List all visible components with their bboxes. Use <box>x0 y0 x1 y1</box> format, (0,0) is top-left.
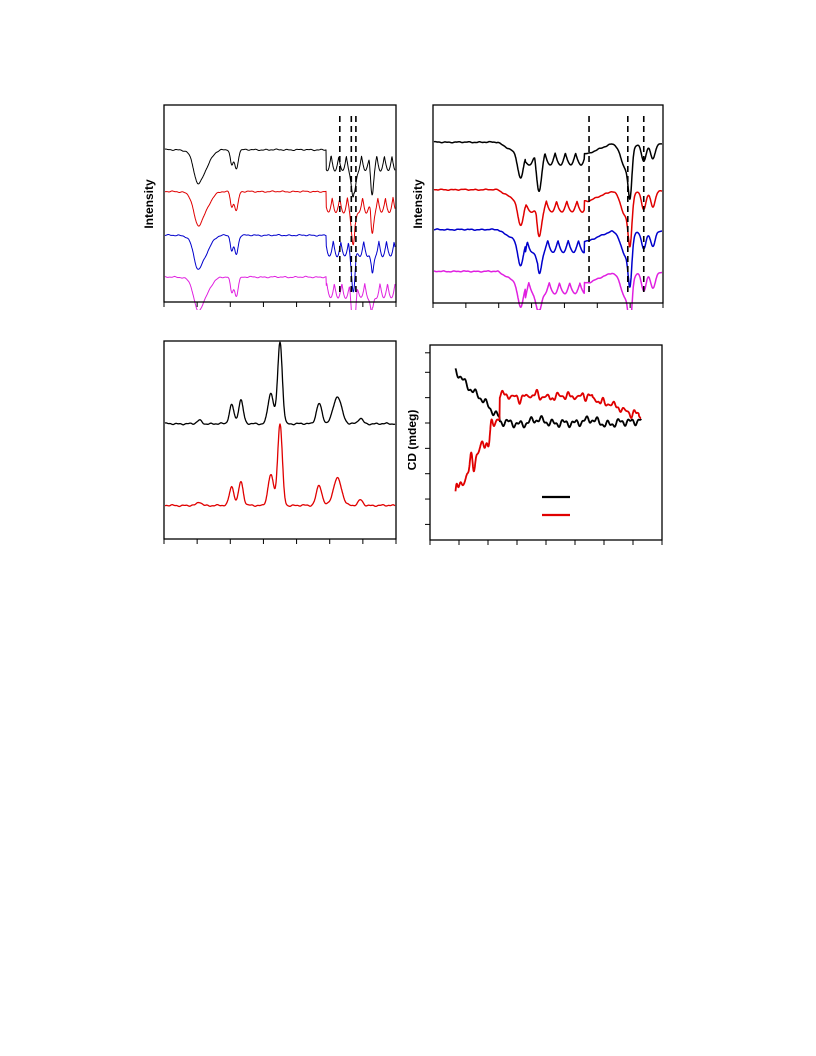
series-line <box>164 275 396 310</box>
plot-frame <box>163 104 397 303</box>
series-line <box>164 148 396 198</box>
series-line <box>454 368 642 429</box>
series-line <box>433 140 663 200</box>
plot-frame <box>163 340 397 540</box>
series-line <box>164 341 396 426</box>
chart-ir-right: Intensity <box>411 104 664 310</box>
y-axis-label: CD (mdeg) <box>408 410 419 471</box>
plot-frame <box>429 344 663 541</box>
series-line <box>433 228 663 288</box>
chart-cd: CD (mdeg) <box>408 344 663 545</box>
series-line <box>164 190 396 246</box>
series-line <box>164 423 396 508</box>
legend <box>542 495 570 517</box>
series-line <box>164 234 396 293</box>
series-line <box>454 388 642 492</box>
series-line <box>433 270 663 310</box>
y-axis-label: Intensity <box>411 179 425 229</box>
plot-frame <box>432 104 664 304</box>
y-axis-label: Intensity <box>142 179 156 229</box>
series-line <box>433 188 663 248</box>
chart-ir-left: Intensity <box>142 104 397 310</box>
chart-xrd <box>163 340 397 544</box>
